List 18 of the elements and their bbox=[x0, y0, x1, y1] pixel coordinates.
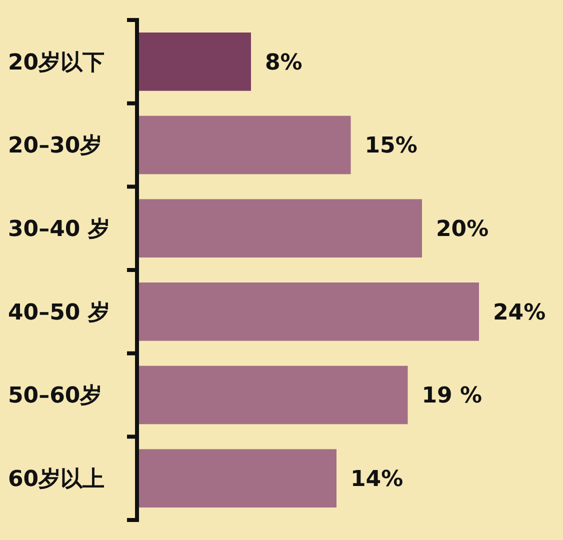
y-tick-label: 30–40 岁 bbox=[8, 217, 110, 242]
data-label: 14% bbox=[350, 467, 404, 492]
data-label: 19 % bbox=[422, 384, 482, 409]
bar bbox=[137, 199, 422, 258]
y-tick-label: 50–60岁 bbox=[8, 384, 102, 409]
bar bbox=[137, 366, 408, 424]
data-label: 24% bbox=[493, 300, 546, 326]
bar bbox=[137, 116, 351, 174]
data-label: 20% bbox=[436, 217, 489, 242]
y-tick-label: 60岁以上 bbox=[8, 467, 105, 492]
bar bbox=[137, 282, 479, 341]
bar bbox=[137, 449, 336, 508]
data-label: 15% bbox=[364, 134, 418, 159]
data-label: 8% bbox=[265, 50, 302, 76]
y-tick-label: 40–50 岁 bbox=[8, 300, 110, 326]
y-tick-label: 20岁以下 bbox=[8, 50, 105, 76]
y-tick-label: 20–30岁 bbox=[8, 134, 102, 159]
bar bbox=[137, 32, 251, 91]
